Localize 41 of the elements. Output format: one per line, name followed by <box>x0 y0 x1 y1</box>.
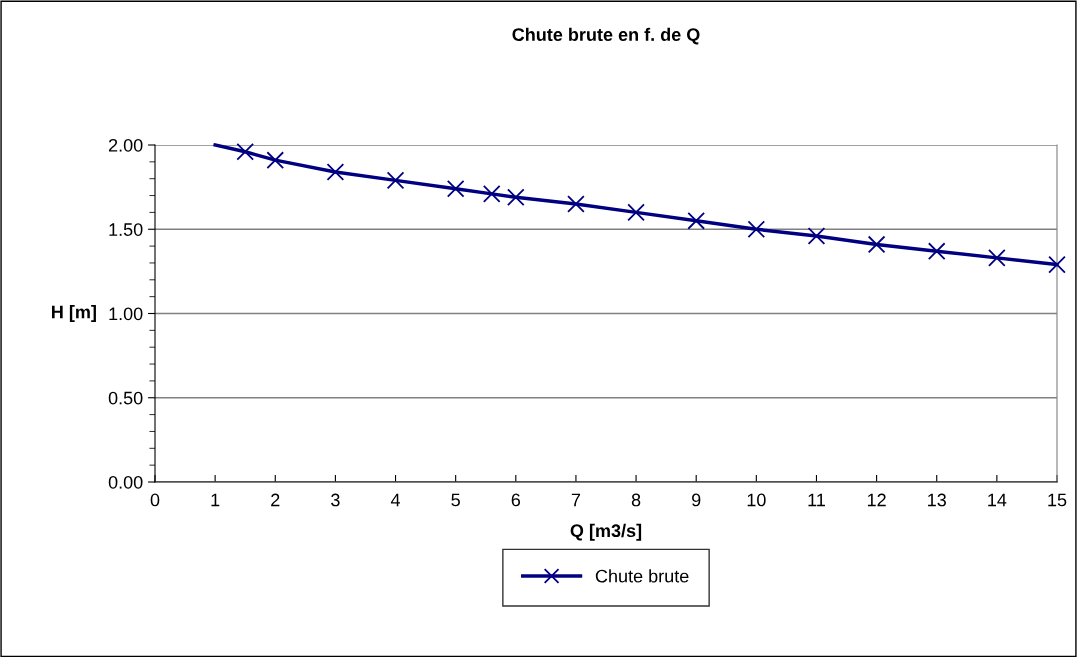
x-tick-label: 3 <box>331 493 340 507</box>
y-tick-label: 1.00 <box>109 307 143 321</box>
x-tick-label: 0 <box>150 493 160 507</box>
point <box>506 188 525 207</box>
x-tick-label: 11 <box>808 493 825 507</box>
point <box>747 220 766 239</box>
point <box>326 163 345 181</box>
point <box>927 242 946 260</box>
point <box>627 203 645 222</box>
point <box>567 195 585 213</box>
chart-title: Chute brute en f. de Q <box>512 27 700 45</box>
x-tick-label: 4 <box>390 493 401 507</box>
point <box>867 235 886 254</box>
point <box>236 142 255 161</box>
x-tick-label: 13 <box>928 493 946 507</box>
point <box>1048 255 1066 274</box>
y-tick-label: 1.50 <box>109 223 143 236</box>
x-tick-label: 8 <box>631 493 641 507</box>
point <box>446 179 465 198</box>
x-tick-label: 14 <box>988 493 1007 507</box>
x-tick-label: 15 <box>1048 493 1067 507</box>
x-tick-label: 7 <box>571 493 581 507</box>
legend-label: Chute brute <box>595 569 689 583</box>
x-tick-label: 1 <box>211 493 220 507</box>
point <box>807 227 826 245</box>
point <box>482 185 501 203</box>
x-tick-label: 5 <box>451 493 460 507</box>
x-axis-title: Q [m3/s] <box>570 523 642 541</box>
x-tick-label: 2 <box>271 493 280 507</box>
x-tick-label: 12 <box>867 493 886 507</box>
point <box>687 212 706 230</box>
y-tick-label: 2.00 <box>108 138 143 152</box>
y-tick-label: 0.00 <box>108 475 143 489</box>
point <box>266 151 285 169</box>
x-tick-label: 6 <box>511 493 521 507</box>
point <box>988 249 1006 267</box>
x-tick-label: 10 <box>747 493 766 507</box>
y-tick-label: 0.50 <box>108 391 143 405</box>
point <box>386 171 405 190</box>
x-tick-label: 9 <box>692 493 701 507</box>
y-axis-title: H [m] <box>52 305 96 322</box>
